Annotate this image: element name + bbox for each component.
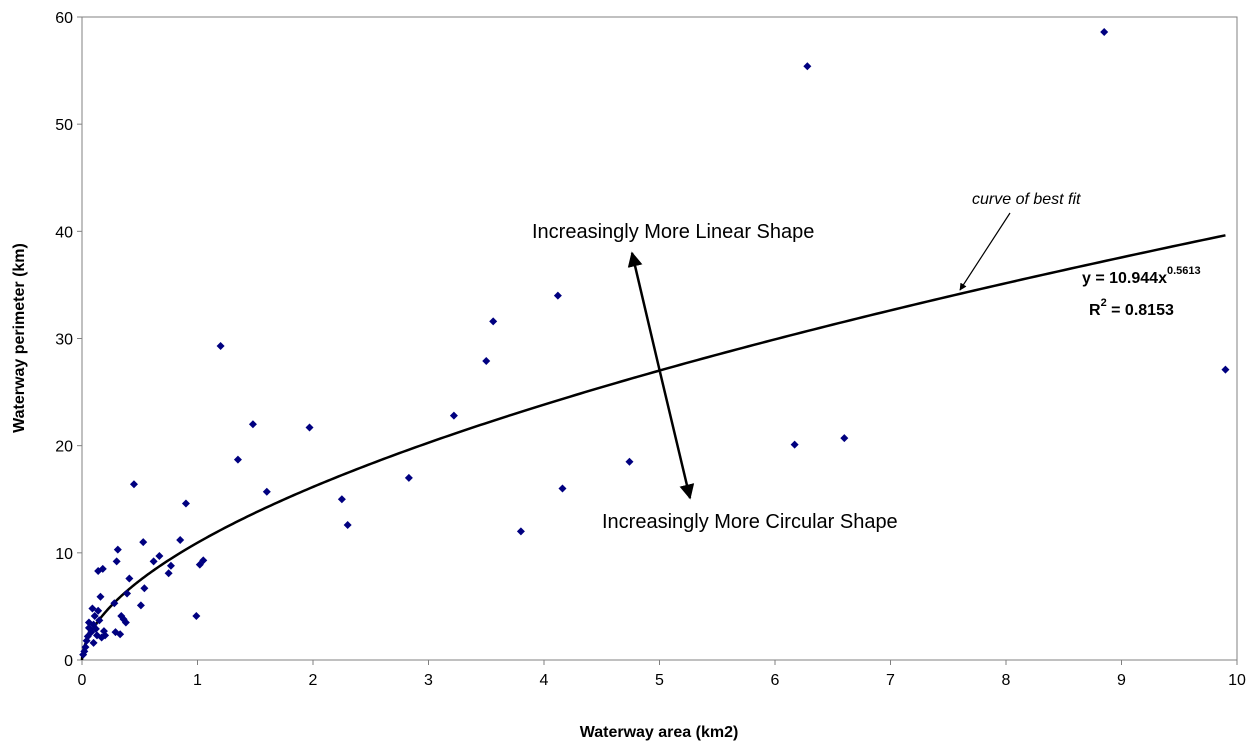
x-tick-label: 4 xyxy=(540,672,549,689)
data-point xyxy=(1221,365,1230,374)
data-point xyxy=(233,455,242,464)
data-point xyxy=(164,569,173,578)
data-point xyxy=(123,589,132,598)
y-axis-title: Waterway perimeter (km) xyxy=(11,243,28,433)
data-point xyxy=(94,606,103,615)
data-point xyxy=(81,643,90,652)
data-point xyxy=(91,624,100,633)
data-point xyxy=(558,484,567,493)
data-point xyxy=(489,317,498,326)
data-point xyxy=(840,434,849,443)
x-tick-label: 3 xyxy=(424,672,433,689)
data-point xyxy=(343,520,352,529)
data-point xyxy=(625,457,634,466)
x-tick-label: 7 xyxy=(886,672,895,689)
data-point xyxy=(449,411,458,420)
y-tick-label: 40 xyxy=(55,224,73,241)
plot-area xyxy=(81,16,1238,661)
x-tick-label: 0 xyxy=(78,672,87,689)
data-point xyxy=(790,440,799,449)
data-point xyxy=(112,557,121,566)
data-point xyxy=(337,495,346,504)
shape-arrow-lower xyxy=(658,371,695,500)
x-tick-label: 10 xyxy=(1228,672,1246,689)
data-point xyxy=(199,556,208,565)
x-tick-label: 8 xyxy=(1002,672,1011,689)
trend-exponent: 0.5613 xyxy=(1167,265,1201,277)
data-point xyxy=(110,599,119,608)
data-point xyxy=(516,527,525,536)
data-point xyxy=(149,557,158,566)
data-point xyxy=(136,601,145,610)
x-axis-title: Waterway area (km2) xyxy=(580,724,739,741)
data-point xyxy=(139,538,148,547)
y-tick-label: 0 xyxy=(64,653,73,670)
best-fit-label: curve of best fit xyxy=(972,191,1081,208)
data-point xyxy=(98,564,107,573)
shape-arrow xyxy=(627,251,662,373)
linear-shape-label: Increasingly More Linear Shape xyxy=(532,221,814,243)
data-point xyxy=(129,480,138,489)
x-tick-label: 5 xyxy=(655,672,664,689)
data-point xyxy=(121,618,130,627)
data-point xyxy=(166,561,175,570)
y-tick-label: 60 xyxy=(55,10,73,27)
y-tick-label: 20 xyxy=(55,439,73,456)
data-point xyxy=(96,592,105,601)
data-points xyxy=(79,28,1230,659)
data-point xyxy=(116,630,125,639)
data-point xyxy=(482,357,491,366)
trend-equation: y = 10.944x0.5613 xyxy=(1082,265,1201,287)
data-point xyxy=(404,473,413,482)
data-point xyxy=(216,342,225,351)
data-point xyxy=(90,612,99,621)
r-squared-exponent: 2 xyxy=(1101,297,1107,309)
y-tick-label: 30 xyxy=(55,332,73,349)
data-point xyxy=(113,545,122,554)
data-point xyxy=(140,584,149,593)
x-tick-label: 2 xyxy=(309,672,318,689)
data-point xyxy=(95,616,104,625)
circular-shape-label: Increasingly More Circular Shape xyxy=(602,511,898,533)
data-point xyxy=(176,535,185,544)
data-point xyxy=(125,574,134,583)
y-tick-label: 10 xyxy=(55,546,73,563)
data-point xyxy=(181,499,190,508)
data-point xyxy=(1100,28,1109,37)
data-point xyxy=(192,612,201,621)
x-tick-label: 1 xyxy=(193,672,202,689)
data-point xyxy=(803,62,812,71)
data-point xyxy=(262,487,271,496)
best-fit-pointer xyxy=(959,212,1011,291)
x-tick-label: 9 xyxy=(1117,672,1126,689)
y-tick-label: 50 xyxy=(55,117,73,134)
data-point xyxy=(101,631,110,640)
r-squared: R2 = 0.8153 xyxy=(1089,297,1174,319)
x-axis-ticks: 0 1 2 3 4 5 6 7 8 9 10 xyxy=(78,660,1246,689)
x-tick-label: 6 xyxy=(771,672,780,689)
data-point xyxy=(248,420,257,429)
y-axis-ticks: 0 10 20 30 40 50 60 xyxy=(55,10,82,670)
data-point xyxy=(553,291,562,300)
data-point xyxy=(155,552,164,561)
data-point xyxy=(305,423,314,432)
data-point xyxy=(89,638,98,647)
